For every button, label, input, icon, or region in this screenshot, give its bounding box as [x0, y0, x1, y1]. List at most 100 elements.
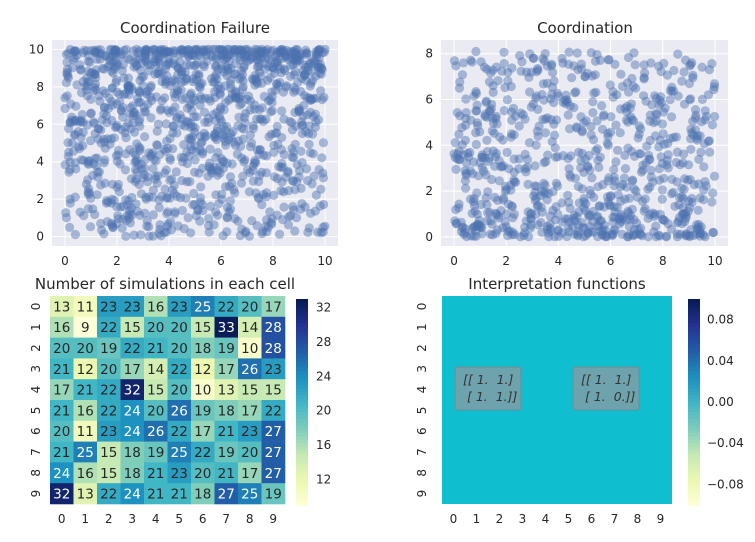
data-point: [238, 134, 248, 144]
data-point: [90, 129, 100, 139]
colorbar-segment: [296, 429, 308, 434]
data-point: [627, 176, 638, 186]
data-point: [517, 57, 527, 67]
data-point: [73, 127, 83, 137]
data-point: [141, 44, 151, 55]
data-point: [128, 147, 139, 158]
data-point: [693, 222, 703, 233]
data-point: [220, 182, 231, 192]
data-point: [168, 59, 178, 69]
data-point: [102, 134, 112, 144]
data-point: [204, 44, 214, 55]
x-tick-label: 8: [269, 254, 277, 268]
data-point: [67, 138, 77, 148]
data-point: [137, 164, 147, 174]
data-point: [169, 75, 179, 85]
data-point: [222, 62, 232, 72]
data-point: [688, 230, 699, 241]
data-point: [540, 49, 550, 59]
data-point: [532, 126, 542, 136]
data-point: [233, 121, 243, 131]
colorbar-segment: [296, 343, 308, 348]
data-point: [311, 47, 321, 57]
data-point: [68, 146, 79, 156]
heatmap-cell: [191, 337, 215, 359]
data-point: [97, 225, 107, 235]
data-point: [82, 81, 92, 91]
data-point: [167, 185, 177, 195]
data-point: [650, 131, 661, 141]
data-point: [494, 213, 504, 223]
data-point: [281, 45, 292, 55]
data-point: [279, 64, 289, 74]
data-point: [576, 112, 586, 122]
data-point: [86, 109, 96, 119]
data-point: [540, 128, 551, 138]
data-point: [697, 94, 708, 104]
data-point: [481, 96, 491, 106]
data-point: [688, 73, 698, 83]
data-point: [654, 164, 665, 174]
data-point: [156, 44, 166, 55]
data-point: [533, 131, 543, 141]
data-point: [90, 153, 100, 163]
colorbar-segment: [688, 364, 700, 369]
data-point: [295, 106, 305, 116]
data-point: [298, 120, 308, 130]
data-point: [234, 94, 244, 104]
data-point: [313, 62, 323, 72]
data-point: [291, 44, 301, 55]
data-point: [460, 166, 470, 176]
data-point: [134, 86, 144, 96]
data-point: [488, 87, 498, 97]
data-point: [267, 62, 278, 72]
data-point: [131, 150, 141, 160]
data-point: [244, 187, 254, 197]
data-point: [294, 107, 304, 117]
data-point: [454, 129, 464, 139]
data-point: [538, 79, 549, 89]
data-point: [609, 172, 619, 182]
data-point: [308, 111, 318, 122]
data-point: [161, 165, 171, 175]
data-point: [153, 119, 163, 129]
data-point: [272, 47, 282, 58]
data-point: [696, 228, 706, 238]
data-point: [210, 77, 220, 87]
colorbar-segment: [296, 398, 308, 403]
data-point: [252, 55, 262, 65]
data-point: [76, 115, 86, 125]
data-point: [528, 53, 539, 64]
data-point: [516, 108, 526, 118]
colorbar-segment: [688, 312, 700, 317]
data-point: [76, 65, 86, 75]
data-point: [111, 151, 121, 161]
colorbar-segment: [688, 360, 700, 365]
data-point: [215, 88, 225, 98]
data-point: [485, 207, 495, 217]
data-point: [288, 176, 298, 186]
data-point: [574, 207, 584, 217]
data-point: [188, 50, 198, 60]
annotation-line: [[ 1. 1.]: [463, 372, 514, 387]
data-point: [497, 66, 507, 76]
data-point: [211, 116, 221, 126]
data-point: [685, 231, 695, 242]
data-point: [587, 71, 597, 81]
heatmap-cell: [167, 483, 192, 505]
data-point: [461, 170, 471, 180]
data-point: [314, 53, 324, 63]
data-point: [581, 199, 591, 209]
data-point: [228, 127, 238, 137]
data-point: [184, 133, 194, 143]
heatmap-cell: [261, 420, 286, 442]
data-point: [100, 143, 110, 153]
data-point: [191, 45, 201, 55]
data-point: [248, 176, 258, 186]
data-point: [299, 69, 309, 79]
data-point: [571, 87, 581, 97]
data-point: [275, 48, 285, 58]
data-point: [526, 214, 536, 224]
data-point: [254, 105, 264, 115]
data-point: [276, 68, 286, 78]
